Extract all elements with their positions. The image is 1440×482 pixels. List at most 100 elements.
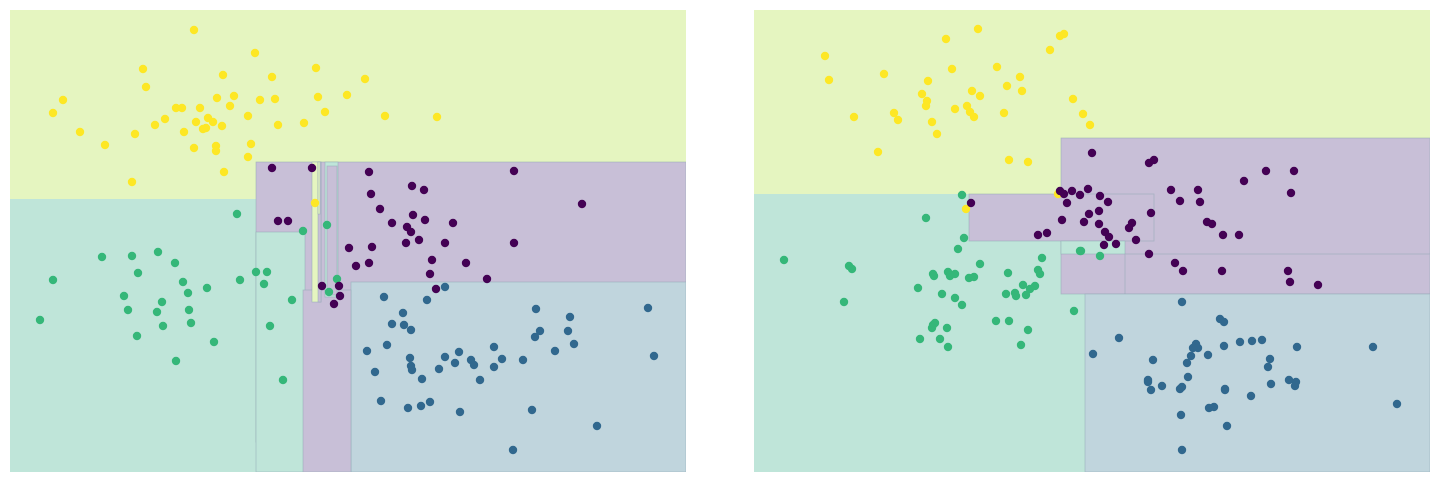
point-yellow xyxy=(189,143,199,153)
point-yellow xyxy=(873,147,883,157)
point-yellow xyxy=(243,111,253,121)
point-purple xyxy=(335,291,345,301)
point-yellow xyxy=(1059,29,1069,39)
point-yellow xyxy=(380,111,390,121)
point-blue xyxy=(563,326,573,336)
point-purple xyxy=(431,284,441,294)
point-green xyxy=(262,267,272,277)
point-blue xyxy=(440,352,450,362)
point-purple xyxy=(1103,197,1113,207)
point-yellow xyxy=(849,112,859,122)
point-purple xyxy=(1195,197,1205,207)
point-blue xyxy=(1263,362,1273,372)
point-yellow xyxy=(975,91,985,101)
point-green xyxy=(935,334,945,344)
point-green xyxy=(1025,284,1035,294)
point-yellow xyxy=(219,167,229,177)
point-blue xyxy=(1222,421,1232,431)
point-green xyxy=(332,274,342,284)
point-purple xyxy=(440,238,450,248)
point-purple xyxy=(414,235,424,245)
point-blue xyxy=(1157,381,1167,391)
point-green xyxy=(152,307,162,317)
point-blue xyxy=(416,401,426,411)
point-purple xyxy=(427,255,437,265)
point-green xyxy=(927,323,937,333)
data-points xyxy=(35,25,659,455)
plot-area-right xyxy=(754,10,1430,472)
point-yellow xyxy=(100,140,110,150)
point-purple xyxy=(317,281,327,291)
point-green xyxy=(1003,268,1013,278)
point-yellow xyxy=(270,94,280,104)
point-yellow xyxy=(198,124,208,134)
point-yellow xyxy=(342,90,352,100)
point-blue xyxy=(382,340,392,350)
point-blue xyxy=(387,319,397,329)
point-yellow xyxy=(195,103,205,113)
point-purple xyxy=(1217,266,1227,276)
point-blue xyxy=(530,332,540,342)
point-purple xyxy=(1170,258,1180,268)
point-purple xyxy=(1313,280,1323,290)
point-green xyxy=(265,321,275,331)
point-blue xyxy=(403,403,413,413)
point-green xyxy=(915,334,925,344)
point-yellow xyxy=(225,101,235,111)
point-purple xyxy=(1104,232,1114,242)
point-yellow xyxy=(130,129,140,139)
point-green xyxy=(202,283,212,293)
point-blue xyxy=(434,364,444,374)
point-green xyxy=(1001,289,1011,299)
point-blue xyxy=(1290,381,1300,391)
point-green xyxy=(991,316,1001,326)
point-yellow xyxy=(255,95,265,105)
point-yellow xyxy=(189,25,199,35)
point-green xyxy=(184,305,194,315)
point-purple xyxy=(375,204,385,214)
point-blue xyxy=(379,292,389,302)
point-yellow xyxy=(969,112,979,122)
point-yellow xyxy=(58,95,68,105)
point-purple xyxy=(334,281,344,291)
point-yellow xyxy=(999,108,1009,118)
point-blue xyxy=(1284,375,1294,385)
point-purple xyxy=(1234,230,1244,240)
point-yellow xyxy=(893,115,903,125)
point-green xyxy=(170,258,180,268)
point-blue xyxy=(362,346,372,356)
point-yellow xyxy=(250,48,260,58)
point-blue xyxy=(1209,402,1219,412)
point-purple xyxy=(283,216,293,226)
point-blue xyxy=(643,303,653,313)
point-blue xyxy=(1392,399,1402,409)
point-yellow xyxy=(217,121,227,131)
point-yellow xyxy=(208,117,218,127)
point-purple xyxy=(1283,266,1293,276)
point-yellow xyxy=(967,86,977,96)
point-yellow xyxy=(211,146,221,156)
point-purple xyxy=(408,210,418,220)
point-blue xyxy=(489,342,499,352)
point-blue xyxy=(1257,335,1267,345)
point-blue xyxy=(1148,355,1158,365)
point-green xyxy=(97,252,107,262)
point-green xyxy=(232,209,242,219)
point-blue xyxy=(1266,379,1276,389)
point-purple xyxy=(1144,158,1154,168)
point-purple xyxy=(1083,184,1093,194)
point-blue xyxy=(425,397,435,407)
point-blue xyxy=(1143,375,1153,385)
point-blue xyxy=(399,320,409,330)
point-blue xyxy=(1188,343,1198,353)
point-green xyxy=(119,291,129,301)
point-green xyxy=(153,247,163,257)
point-purple xyxy=(364,167,374,177)
point-yellow xyxy=(1068,94,1078,104)
point-blue xyxy=(376,396,386,406)
point-yellow xyxy=(229,91,239,101)
point-purple xyxy=(351,261,361,271)
decision-boundary-plot-left xyxy=(10,10,686,472)
point-green xyxy=(251,267,261,277)
region-yellow xyxy=(317,161,321,215)
